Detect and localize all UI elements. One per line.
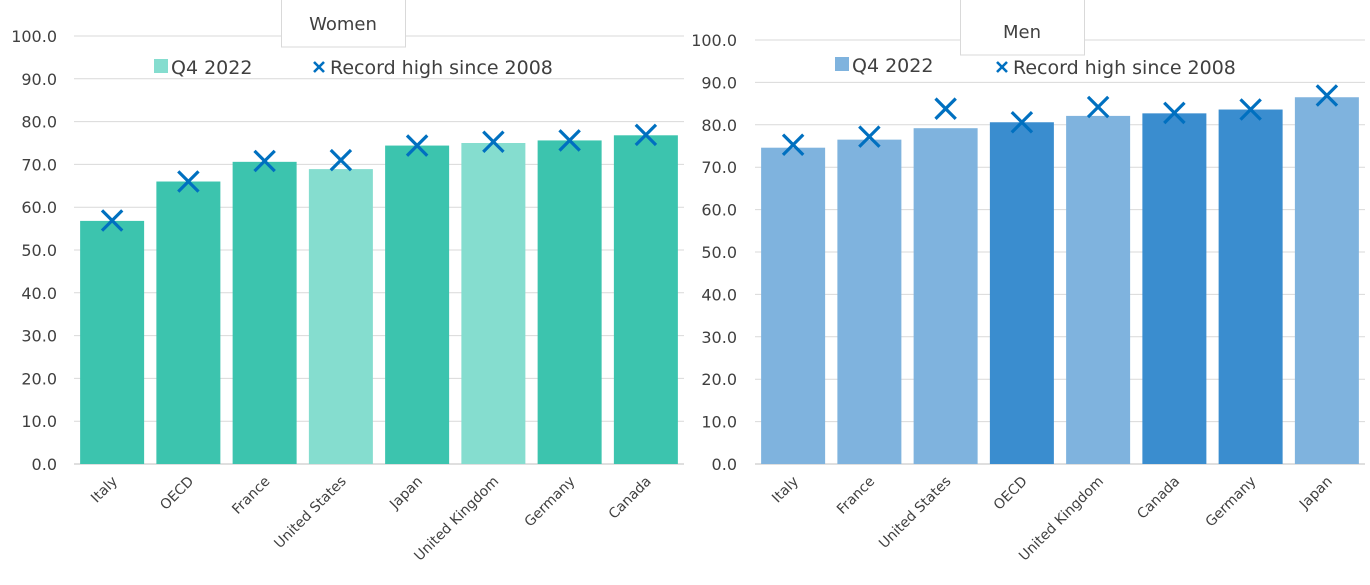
chart-title: Men (1003, 22, 1041, 43)
record-marker-japan (1315, 84, 1339, 107)
legend-label-marker: Record high since 2008 (330, 57, 553, 79)
y-tick-label: 100.0 (691, 31, 737, 50)
legend-swatch-marker (313, 61, 325, 73)
record-marker-united-kingdom (1086, 95, 1110, 119)
bar-japan (1294, 97, 1359, 465)
y-tick-label: 90.0 (701, 73, 737, 92)
legend-label-bar: Q4 2022 (852, 55, 933, 77)
bar-canada (613, 135, 678, 464)
record-marker-italy (781, 133, 805, 156)
legend-swatch-marker (996, 61, 1008, 73)
y-tick-label: 80.0 (701, 116, 737, 135)
bar-oecd (156, 181, 221, 464)
y-tick-label: 0.0 (32, 455, 57, 474)
y-tick-label: 0.0 (712, 455, 737, 474)
bar-united-states (913, 128, 978, 464)
bar-italy (80, 220, 145, 464)
y-tick-label: 30.0 (701, 328, 737, 347)
y-tick-label: 10.0 (701, 413, 737, 432)
x-category-label: France (229, 474, 273, 518)
y-tick-label: 10.0 (21, 412, 57, 431)
y-tick-label: 50.0 (21, 241, 57, 260)
y-tick-label: 50.0 (701, 243, 737, 262)
bar-united-states (308, 169, 373, 464)
bar-france (837, 139, 902, 464)
y-tick-label: 60.0 (701, 201, 737, 220)
record-marker-canada (634, 123, 658, 147)
x-category-label: Japan (1296, 474, 1336, 514)
x-category-label: OECD (157, 474, 197, 514)
legend-swatch-bar (835, 57, 849, 71)
record-marker-france (858, 125, 881, 148)
record-marker-united-states (934, 97, 957, 120)
bar-canada (1142, 113, 1207, 465)
x-category-label: Germany (522, 474, 579, 531)
x-category-label: OECD (991, 474, 1031, 514)
x-category-label: United Kingdom (1016, 474, 1107, 565)
bar-france (232, 161, 297, 464)
record-marker-germany (558, 129, 581, 152)
record-marker-united-kingdom (482, 130, 505, 153)
y-tick-label: 70.0 (701, 158, 737, 177)
legend-label-bar: Q4 2022 (171, 57, 252, 79)
x-category-label: United States (271, 474, 349, 552)
x-category-label: Italy (88, 474, 121, 507)
y-tick-label: 100.0 (11, 27, 57, 46)
chart-title: Women (309, 14, 377, 35)
bar-italy (761, 147, 826, 465)
x-category-label: United Kingdom (411, 474, 502, 565)
y-tick-label: 40.0 (21, 284, 57, 303)
men-chart: 0.0 10.0 20.0 30.0 40.0 50.0 60.0 70.0 80.0 90.0 1… (691, 0, 1365, 565)
y-tick-label: 90.0 (21, 70, 57, 89)
women-chart: 0.0 10.0 20.0 30.0 40.0 50.0 60.0 70.0 80.0 90.0 1… (11, 0, 684, 565)
bar-germany (537, 140, 602, 464)
chart-title-box (281, 0, 406, 48)
x-category-label: United States (876, 474, 954, 552)
record-marker-italy (100, 209, 124, 232)
y-tick-label: 60.0 (21, 198, 57, 217)
x-category-label: Canada (1134, 474, 1183, 523)
record-marker-canada (1163, 101, 1186, 125)
legend-swatch-bar (154, 59, 168, 73)
record-marker-oecd (1010, 110, 1034, 134)
x-category-label: Italy (769, 474, 802, 507)
record-marker-united-states (329, 148, 353, 172)
bar-united-kingdom (1066, 115, 1131, 465)
women-chart-panel: 0.0 10.0 20.0 30.0 40.0 50.0 60.0 70.0 80.0 90.0 1… (11, 0, 684, 565)
x-category-label: France (834, 474, 878, 518)
record-marker-germany (1239, 98, 1262, 121)
legend-label-marker: Record high since 2008 (1013, 57, 1236, 79)
bar-oecd (989, 122, 1054, 465)
y-tick-label: 20.0 (21, 369, 57, 388)
bar-japan (385, 145, 450, 464)
x-category-label: Canada (606, 474, 655, 523)
chart-title-box (960, 0, 1085, 56)
record-marker-oecd (177, 170, 200, 193)
men-chart-panel: 0.0 10.0 20.0 30.0 40.0 50.0 60.0 70.0 80.0 90.0 1… (685, 0, 1370, 585)
y-tick-label: 40.0 (701, 285, 737, 304)
x-category-label: Japan (386, 474, 426, 514)
y-tick-label: 20.0 (701, 370, 737, 389)
record-marker-japan (405, 134, 429, 157)
y-tick-label: 70.0 (21, 155, 57, 174)
record-marker-france (253, 149, 276, 173)
x-category-label: Germany (1203, 474, 1260, 531)
y-tick-label: 30.0 (21, 327, 57, 346)
y-tick-label: 80.0 (21, 113, 57, 132)
bar-united-kingdom (461, 143, 526, 464)
bar-germany (1218, 109, 1283, 464)
